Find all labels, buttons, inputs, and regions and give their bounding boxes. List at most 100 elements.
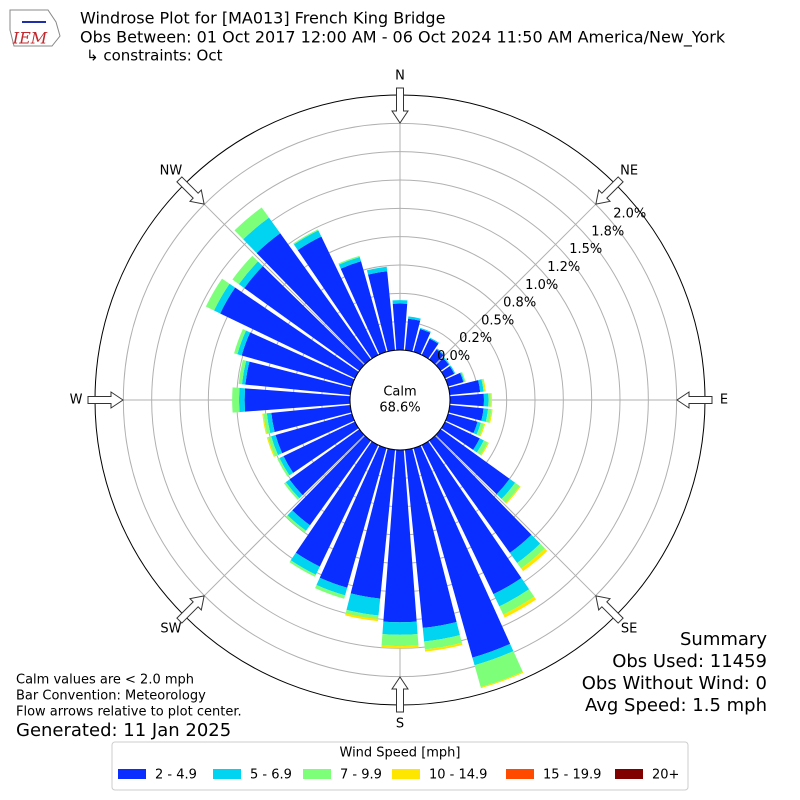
- bar-segment: [505, 486, 521, 504]
- bar-segment: [266, 412, 275, 434]
- legend: 2 - 4.9 5 - 6.9 7 - 9.9 10 - 14.9 15 - 19.9 2…: [118, 768, 679, 783]
- bar-segment: [489, 409, 493, 423]
- bar-segment: [473, 438, 484, 453]
- direction-label: N: [395, 69, 405, 84]
- legend-swatch: [506, 769, 534, 779]
- calm-label: Calm: [383, 385, 416, 400]
- note: Flow arrows relative to plot center.: [16, 705, 242, 720]
- chart-title: Windrose Plot for [MA013] French King Br…: [80, 9, 445, 28]
- bar-segment: [283, 421, 359, 473]
- bar-segment: [496, 478, 516, 500]
- constraints: ↳ constraints: Oct: [86, 47, 223, 65]
- bar-segment: [340, 261, 387, 355]
- r-tick-label: 2.0%: [613, 206, 646, 221]
- bar-segment: [436, 348, 445, 356]
- bar-segment: [382, 621, 418, 635]
- flow-arrow: [176, 176, 205, 205]
- bar-segment: [473, 421, 481, 435]
- bar-segment: [277, 458, 290, 477]
- spoke: [435, 435, 617, 617]
- bar-segment: [241, 360, 250, 385]
- r-tick-label: 1.0%: [525, 278, 558, 293]
- bar-segment: [480, 671, 524, 689]
- bar-segment: [435, 357, 449, 371]
- bar-segment: [392, 300, 408, 304]
- spoke: [183, 183, 365, 365]
- flow-arrow: [595, 595, 624, 624]
- bar-segment: [275, 413, 355, 454]
- r-tick-label: 0.5%: [481, 313, 514, 328]
- bar-segment: [243, 217, 281, 254]
- bar-segment: [366, 266, 388, 275]
- bar-segment: [263, 413, 271, 434]
- bar-segment: [293, 229, 319, 245]
- legend-label: 20+: [652, 768, 679, 783]
- bar-segment: [245, 361, 352, 396]
- bar-segment: [488, 393, 491, 407]
- generated: Generated: 11 Jan 2025: [16, 720, 231, 741]
- direction-label: NW: [160, 163, 183, 178]
- bar-segment: [271, 434, 283, 456]
- bar-segment: [490, 393, 492, 407]
- bar-segment: [238, 387, 246, 413]
- bar-segment: [517, 543, 545, 569]
- direction-label: S: [396, 717, 404, 732]
- bar-segment: [509, 534, 541, 564]
- r-tick-label: 0.8%: [503, 296, 536, 311]
- bar-segment: [238, 261, 263, 289]
- bar-segment: [244, 266, 365, 371]
- spoke: [183, 435, 365, 617]
- legend-swatch: [118, 769, 146, 779]
- bar-segment: [404, 318, 421, 352]
- legend-label: 15 - 19.9: [543, 768, 601, 783]
- calm-circle: [349, 349, 451, 451]
- direction-label: NE: [620, 163, 638, 178]
- bar-segment: [297, 236, 379, 359]
- bar-segment: [316, 577, 348, 596]
- bar-segment: [381, 645, 419, 649]
- flow-arrow: [391, 87, 409, 124]
- bar-segment: [413, 445, 511, 658]
- bar-segment: [368, 271, 396, 352]
- logo: IEM: [9, 9, 61, 48]
- bar-segment: [220, 287, 359, 379]
- bar-segment: [445, 372, 464, 387]
- bar-segment: [338, 255, 360, 265]
- bar-segment: [289, 429, 365, 496]
- bar-segment: [267, 436, 278, 457]
- bar-segment: [481, 378, 485, 392]
- bar-segment: [472, 643, 514, 666]
- bar-segment: [315, 585, 346, 599]
- bar-segment: [424, 635, 462, 650]
- bar-segment: [449, 365, 456, 374]
- direction-label: SW: [160, 622, 181, 637]
- bar-segment: [381, 634, 419, 647]
- direction-label: W: [70, 393, 83, 408]
- legend-swatch: [392, 769, 420, 779]
- bar-segment: [429, 337, 440, 344]
- logo-text: IEM: [12, 29, 48, 48]
- legend-title: Wind Speed [mph]: [340, 746, 461, 761]
- bar-segment: [460, 372, 465, 383]
- bar-segment: [483, 393, 489, 407]
- bar-segment: [421, 441, 522, 595]
- bar-segment: [479, 423, 486, 437]
- bar-segment: [461, 371, 466, 382]
- bar-segment: [238, 359, 247, 385]
- bar-segment: [214, 283, 236, 314]
- bar-segment: [419, 327, 431, 333]
- bar-segment: [476, 422, 485, 436]
- bar-segment: [408, 316, 421, 321]
- bar-segment: [476, 440, 488, 456]
- bar-segment: [241, 332, 355, 387]
- bar-segment: [295, 441, 379, 567]
- legend-swatch: [213, 769, 241, 779]
- legend-label: 2 - 4.9: [155, 768, 197, 783]
- calm-value: 68.6%: [379, 401, 420, 416]
- bar-segment: [234, 329, 246, 355]
- bar-segment: [319, 445, 387, 588]
- r-tick-label: 1.5%: [569, 242, 602, 257]
- bar-segment: [474, 651, 523, 688]
- direction-label: SE: [621, 622, 637, 637]
